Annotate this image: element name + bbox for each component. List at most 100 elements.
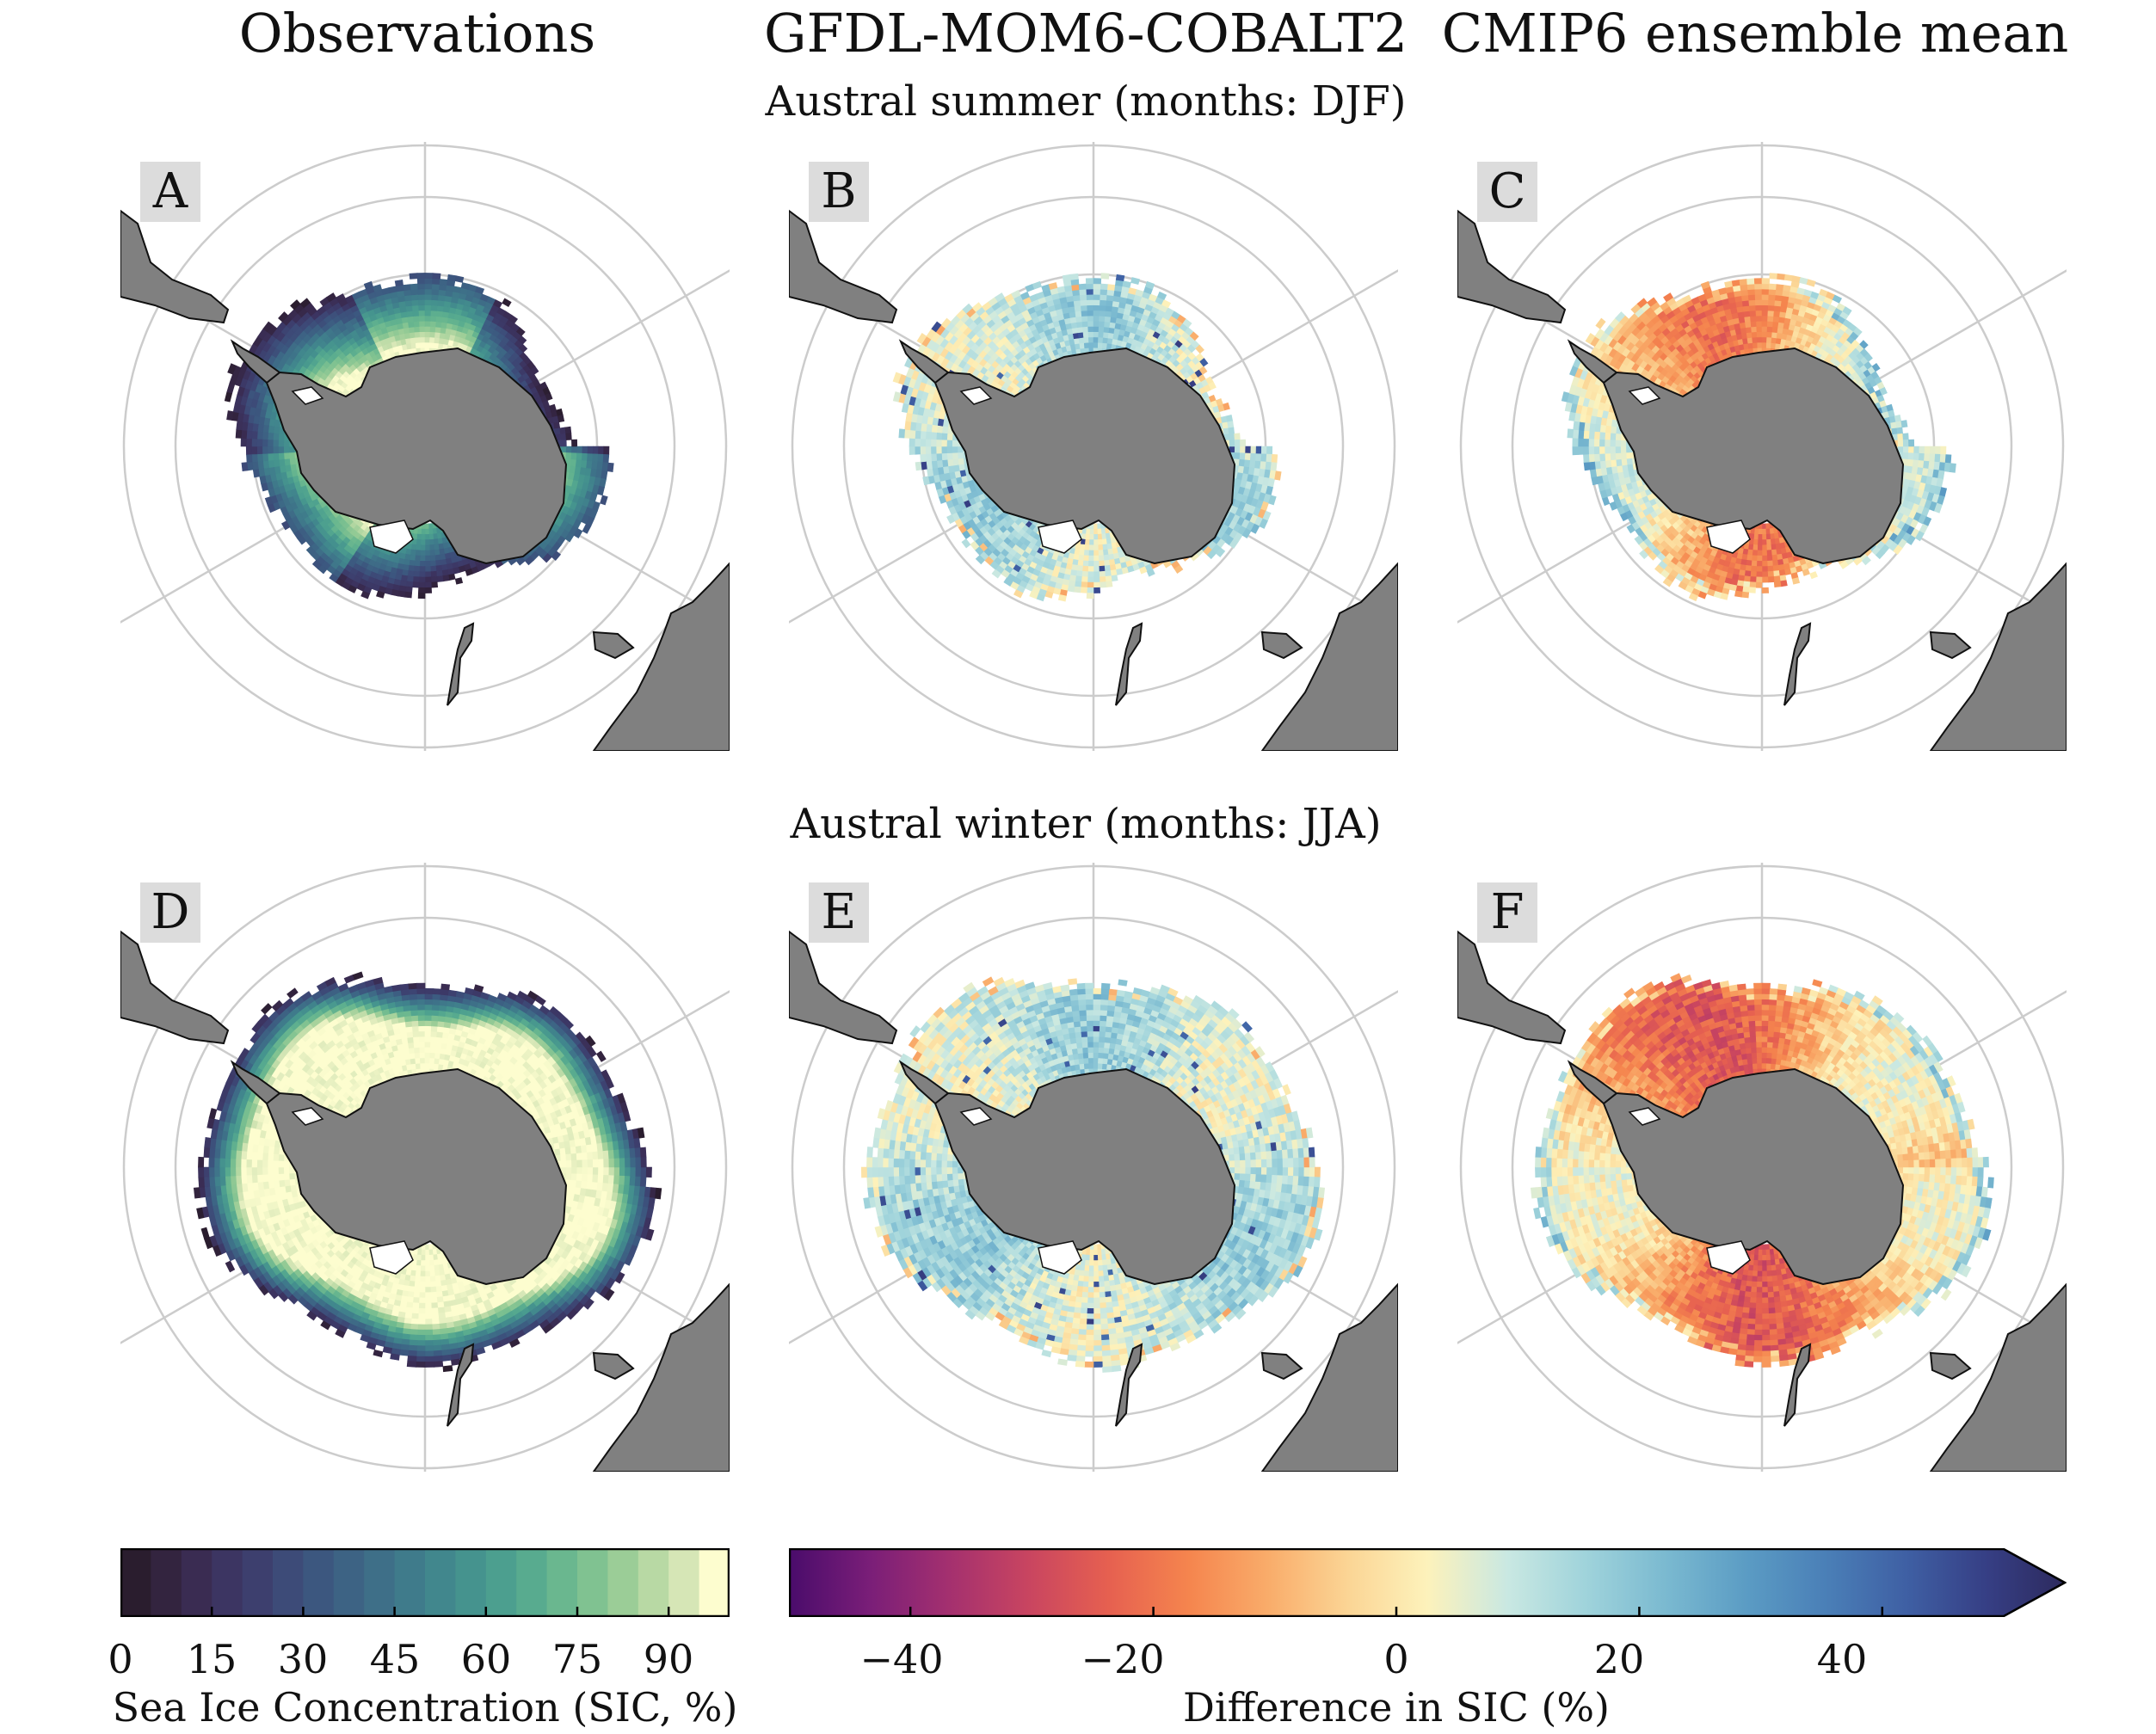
sic-cell bbox=[410, 294, 419, 301]
sic-cell bbox=[407, 316, 415, 323]
sic-cell bbox=[1087, 571, 1094, 578]
sic-cell bbox=[1761, 523, 1766, 530]
sic-cell bbox=[927, 468, 934, 477]
sic-cell bbox=[408, 326, 416, 334]
sic-cell bbox=[363, 280, 373, 290]
sic-cell bbox=[419, 336, 426, 343]
weddell-ice-shelf bbox=[959, 386, 993, 405]
sic-cell bbox=[1208, 381, 1217, 390]
sic-cell bbox=[1078, 283, 1087, 291]
sic-cell bbox=[408, 559, 416, 567]
sic-cell bbox=[952, 458, 959, 466]
sic-cell bbox=[1228, 427, 1235, 435]
sic-cell bbox=[264, 496, 274, 507]
sic-cell bbox=[1099, 315, 1106, 323]
sic-cell bbox=[1087, 336, 1094, 343]
sic-cell bbox=[1081, 310, 1088, 317]
sic-cell bbox=[278, 433, 285, 440]
sic-cell bbox=[1157, 291, 1167, 300]
sic-cell bbox=[433, 544, 440, 550]
sic-cell bbox=[305, 545, 316, 556]
sic-cell bbox=[1761, 533, 1767, 540]
sic-cell bbox=[424, 304, 432, 311]
sic-cell bbox=[1083, 550, 1089, 556]
sic-cell bbox=[1081, 320, 1089, 328]
sic-cell bbox=[935, 439, 942, 447]
sic-cell bbox=[1199, 358, 1209, 367]
sic-cell bbox=[1079, 288, 1087, 296]
sic-cell bbox=[1093, 544, 1099, 551]
sic-cell bbox=[272, 439, 279, 447]
sic-cell bbox=[419, 550, 426, 556]
sic-cell bbox=[433, 538, 439, 545]
sic-cell bbox=[262, 460, 270, 469]
sic-cell bbox=[410, 336, 416, 344]
sic-cell bbox=[1146, 569, 1155, 577]
sic-cell bbox=[439, 279, 448, 286]
sic-cell bbox=[283, 446, 290, 453]
sic-cell bbox=[420, 539, 426, 546]
sic-cell bbox=[424, 288, 433, 295]
sic-cell bbox=[241, 462, 249, 472]
sic-cell bbox=[1260, 453, 1267, 463]
sic-cell bbox=[415, 336, 421, 343]
sic-cell bbox=[545, 392, 553, 401]
sic-cell bbox=[418, 310, 426, 317]
antarctic-peninsula bbox=[230, 339, 281, 384]
sic-cell bbox=[414, 331, 421, 338]
sic-cell bbox=[262, 424, 270, 433]
sic-cell bbox=[1099, 310, 1106, 317]
sic-cell bbox=[1074, 581, 1082, 588]
sic-cell bbox=[420, 341, 426, 348]
sic-cell bbox=[435, 564, 442, 572]
sic-cell bbox=[424, 581, 432, 588]
sic-cell bbox=[940, 446, 947, 454]
sic-cell bbox=[289, 458, 296, 465]
sic-cell bbox=[1101, 538, 1107, 545]
sic-cell bbox=[1198, 366, 1208, 375]
sic-cell bbox=[1249, 452, 1257, 462]
sic-cell bbox=[1086, 587, 1094, 593]
sic-cell bbox=[408, 564, 415, 572]
sic-cell bbox=[1080, 581, 1088, 588]
sic-cell bbox=[246, 430, 253, 440]
sic-cell bbox=[515, 556, 526, 566]
sic-cell bbox=[424, 326, 431, 333]
sic-cell bbox=[1087, 315, 1094, 322]
sic-cell bbox=[920, 438, 927, 447]
sic-cell bbox=[1089, 528, 1094, 535]
sic-cell bbox=[1100, 533, 1106, 540]
sic-cell bbox=[424, 331, 431, 338]
sic-cell bbox=[288, 452, 295, 459]
sic-cell bbox=[1255, 446, 1262, 455]
sic-cell bbox=[1062, 274, 1072, 282]
sic-cell bbox=[419, 331, 426, 338]
sic-cell bbox=[1074, 304, 1082, 312]
sic-cell bbox=[251, 438, 258, 447]
sic-cell bbox=[946, 446, 953, 454]
sic-cell bbox=[415, 544, 422, 551]
sic-cell bbox=[1102, 549, 1109, 556]
sic-cell bbox=[1173, 564, 1184, 575]
sic-cell bbox=[416, 273, 426, 280]
sic-cell bbox=[415, 550, 421, 556]
sic-cell bbox=[424, 550, 431, 556]
sic-cell bbox=[1250, 446, 1257, 454]
sic-cell bbox=[592, 453, 599, 463]
sic-cell bbox=[1088, 544, 1094, 551]
sic-cell bbox=[428, 533, 434, 540]
sic-cell bbox=[278, 458, 286, 467]
sic-cell bbox=[434, 559, 442, 567]
sic-cell bbox=[925, 431, 932, 440]
sic-cell bbox=[1082, 326, 1089, 333]
sic-cell bbox=[1098, 555, 1105, 562]
sic-cell bbox=[1087, 555, 1094, 562]
island-landmass bbox=[1260, 630, 1303, 660]
sic-cell bbox=[246, 453, 253, 463]
sic-cell bbox=[1093, 528, 1098, 535]
row-title-summer: Austral summer (months: DJF) bbox=[765, 77, 1407, 126]
sic-cell bbox=[941, 432, 948, 440]
sic-cell bbox=[1093, 320, 1100, 327]
sic-cell bbox=[1104, 564, 1111, 572]
sic-cell bbox=[429, 565, 437, 573]
